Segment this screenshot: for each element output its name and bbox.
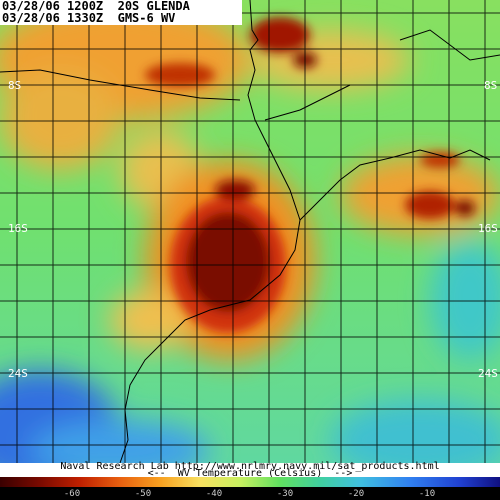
- colorbar-tick-label: -50: [134, 489, 152, 499]
- colorbar-tick-label: -30: [276, 489, 294, 499]
- lat-label: 24S: [478, 367, 498, 380]
- colorbar-tick-label: -10: [418, 489, 436, 499]
- colorbar: [0, 477, 500, 487]
- colorbar-tick-label: -60: [63, 489, 81, 499]
- lat-label: 24S: [8, 367, 28, 380]
- legend-title: <-- WV Temperature (Celsius) -->: [147, 468, 353, 479]
- colorbar-tick-label: -40: [205, 489, 223, 499]
- satellite-image: [0, 0, 500, 463]
- lat-label: 8S: [8, 79, 22, 92]
- lat-label: 8S: [484, 79, 498, 92]
- colorbar-tick-label: -20: [347, 489, 365, 499]
- header: 03/28/06 1200Z 20S GLENDA 03/28/06 1330Z…: [0, 0, 242, 25]
- lat-lon-grid: [0, 0, 500, 463]
- credit: Naval Research Lab http://www.nrlmry.nav…: [60, 461, 440, 472]
- lat-label: 16S: [478, 222, 498, 235]
- footer: Naval Research Lab http://www.nrlmry.nav…: [0, 461, 500, 479]
- header-line: 03/28/06 1200Z 20S GLENDA: [2, 0, 190, 13]
- lat-label: 16S: [8, 222, 28, 235]
- header-line: 03/28/06 1330Z GMS-6 WV: [2, 11, 176, 25]
